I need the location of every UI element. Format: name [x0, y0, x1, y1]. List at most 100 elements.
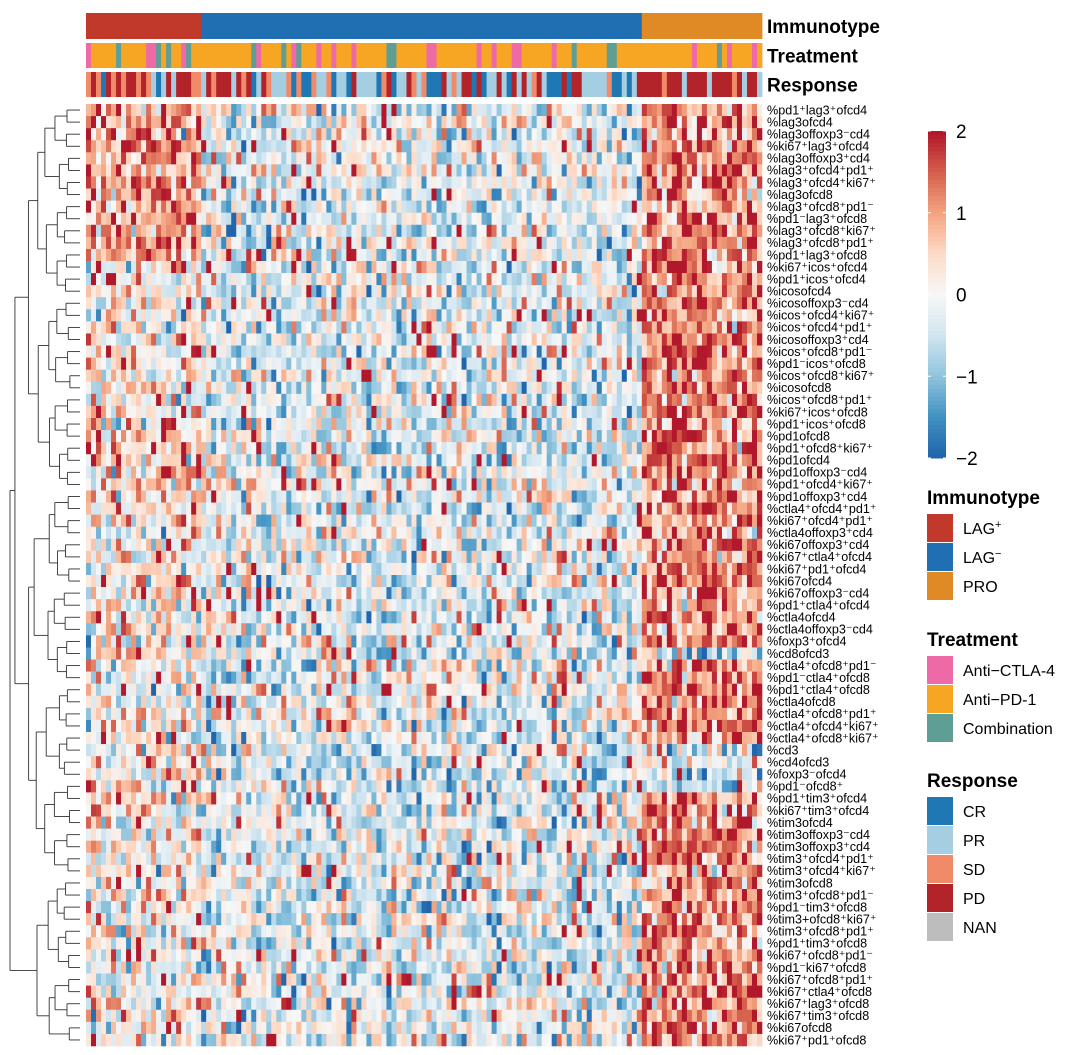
heatmap-cell: [731, 309, 738, 322]
heatmap-cell: [561, 140, 568, 153]
heatmap-cell: [536, 369, 542, 383]
heatmap-cell: [581, 345, 588, 358]
heatmap-cell: [356, 261, 362, 274]
heatmap-cell: [301, 357, 307, 370]
heatmap-cell: [341, 104, 347, 117]
heatmap-cell: [596, 466, 603, 479]
heatmap-cell: [361, 393, 367, 407]
immunotype-cell: [386, 13, 392, 39]
heatmap-cell: [466, 140, 472, 153]
heatmap-cell: [271, 188, 277, 201]
heatmap-cell: [641, 176, 648, 189]
heatmap-cell: [236, 248, 242, 262]
heatmap-cell: [266, 297, 272, 310]
treatment-cell: [406, 43, 412, 68]
heatmap-cell: [151, 454, 157, 467]
heatmap-cell: [386, 116, 392, 129]
heatmap-cell: [541, 273, 547, 286]
heatmap-cell: [121, 393, 127, 407]
heatmap-cell: [271, 285, 277, 298]
heatmap-cell: [166, 333, 172, 346]
heatmap-cell: [231, 188, 237, 201]
heatmap-cell: [236, 321, 242, 334]
heatmap-cell: [591, 140, 598, 153]
heatmap-cell: [716, 454, 723, 467]
heatmap-cell: [356, 297, 362, 310]
heatmap-cell: [386, 381, 392, 395]
heatmap-cell: [246, 393, 252, 407]
heatmap-cell: [746, 152, 753, 165]
heatmap-cell: [206, 466, 212, 479]
heatmap-cell: [701, 285, 708, 298]
heatmap-cell: [131, 418, 137, 431]
response-cell: [476, 72, 482, 97]
heatmap-cell: [541, 164, 547, 177]
heatmap-cell: [536, 466, 542, 479]
heatmap-cell: [251, 418, 257, 431]
heatmap-cell: [676, 164, 683, 177]
heatmap-cell: [686, 454, 693, 467]
heatmap-cell: [131, 297, 137, 310]
heatmap-cell: [566, 478, 573, 491]
heatmap-cell: [696, 236, 703, 250]
heatmap-cell: [581, 309, 588, 322]
heatmap-cell: [276, 212, 282, 226]
heatmap-cell: [601, 430, 608, 443]
response-cell: [741, 72, 748, 97]
heatmap-cell: [316, 357, 322, 370]
immunotype-cell: [201, 13, 207, 39]
heatmap-cell: [126, 357, 132, 370]
heatmap-cell: [301, 236, 307, 250]
heatmap-cell: [131, 405, 137, 419]
heatmap-cell: [196, 333, 202, 346]
heatmap-cell: [141, 333, 147, 346]
heatmap-cell: [466, 152, 472, 165]
heatmap-cell: [526, 176, 532, 189]
heatmap-cell: [136, 212, 142, 226]
heatmap-cell: [726, 285, 733, 298]
heatmap-cell: [421, 212, 427, 226]
immunotype-cell: [756, 13, 763, 39]
heatmap-cell: [171, 188, 177, 201]
heatmap-cell: [496, 164, 502, 177]
heatmap-cell: [751, 236, 758, 250]
heatmap-cell: [751, 405, 758, 419]
heatmap-cell: [276, 152, 282, 165]
heatmap-cell: [306, 285, 312, 298]
heatmap-cell: [751, 188, 758, 201]
heatmap-cell: [326, 442, 332, 455]
heatmap-cell: [251, 261, 257, 274]
heatmap-cell: [346, 357, 352, 370]
heatmap-cell: [336, 442, 342, 455]
heatmap-cell: [106, 164, 112, 177]
heatmap-cell: [716, 236, 723, 250]
heatmap-cell: [451, 261, 457, 274]
heatmap-cell: [456, 345, 462, 358]
response-cell: [101, 72, 107, 97]
heatmap-cell: [701, 212, 708, 226]
heatmap-cell: [676, 369, 683, 383]
heatmap-cell: [456, 176, 462, 189]
heatmap-cell: [756, 381, 763, 395]
heatmap-cell: [381, 200, 387, 213]
treatment-cell: [106, 43, 112, 68]
heatmap-cell: [471, 393, 477, 407]
heatmap-cell: [136, 309, 142, 322]
heatmap-cell: [306, 104, 312, 117]
heatmap-cell: [301, 321, 307, 334]
response-cell: [591, 72, 598, 97]
heatmap-cell: [141, 261, 147, 274]
heatmap-cell: [496, 273, 502, 286]
heatmap-cell: [291, 236, 297, 250]
heatmap-cell: [636, 212, 643, 226]
heatmap-cell: [121, 261, 127, 274]
heatmap-cell: [756, 273, 763, 286]
heatmap-cell: [201, 381, 207, 395]
heatmap-cell: [296, 104, 302, 117]
heatmap-cell: [641, 104, 648, 117]
heatmap-cell: [506, 369, 512, 383]
heatmap-cell: [576, 248, 583, 262]
heatmap-cell: [696, 140, 703, 153]
heatmap-cell: [631, 236, 638, 250]
immunotype-cell: [206, 13, 212, 39]
